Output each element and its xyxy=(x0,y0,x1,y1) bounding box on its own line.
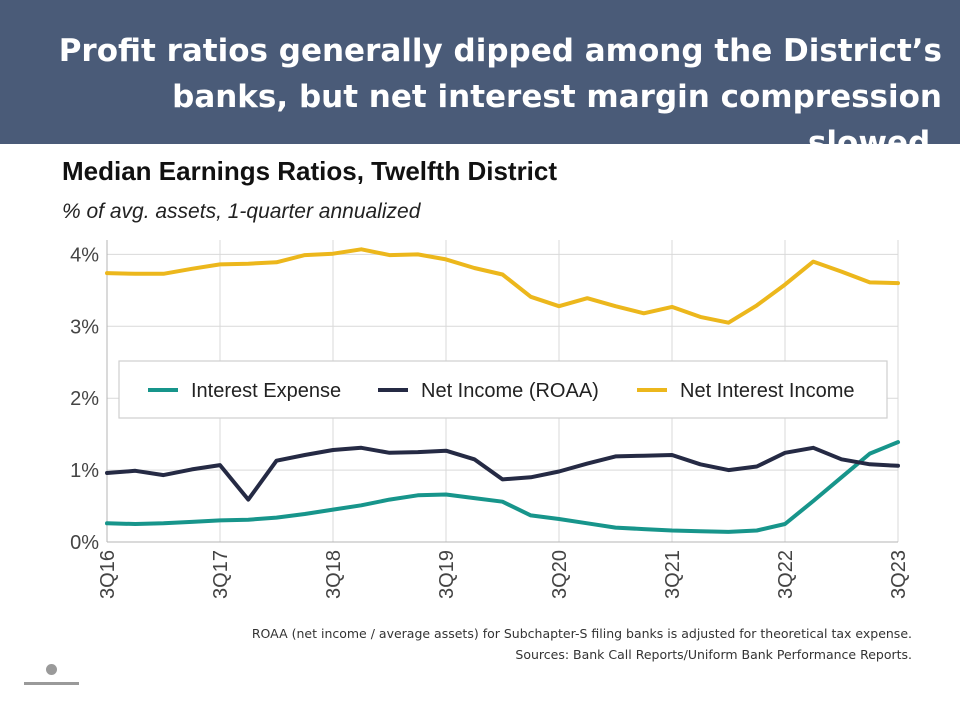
y-tick-label: 4% xyxy=(70,244,99,266)
series-line-interest-expense xyxy=(105,440,900,534)
x-tick-label: 3Q20 xyxy=(549,550,571,599)
y-tick-label: 2% xyxy=(70,388,99,410)
series-line-net-income-roaa xyxy=(105,445,900,502)
footnote-sources: Sources: Bank Call Reports/Uniform Bank … xyxy=(515,647,912,662)
marker-line xyxy=(24,682,79,685)
y-tick-label: 3% xyxy=(70,316,99,338)
x-tick-label: 3Q16 xyxy=(97,550,119,599)
footnote-roaa: ROAA (net income / average assets) for S… xyxy=(251,626,912,641)
chart-subtitle: % of avg. assets, 1-quarter annualized xyxy=(62,200,421,223)
legend-label: Net Income (ROAA) xyxy=(421,380,599,402)
x-tick-label: 3Q17 xyxy=(210,550,232,599)
y-tick-label: 0% xyxy=(70,532,99,554)
legend-box xyxy=(118,360,888,419)
chart-title: Median Earnings Ratios, Twelfth District xyxy=(62,156,558,186)
headline-banner: Profit ratios generally dipped among the… xyxy=(0,0,960,161)
legend-label: Interest Expense xyxy=(191,380,341,402)
legend-label: Net Interest Income xyxy=(680,380,855,402)
x-tick-label: 3Q18 xyxy=(323,550,345,599)
x-tick-label: 3Q21 xyxy=(662,550,684,599)
series-lines xyxy=(105,247,900,534)
marker-dot xyxy=(46,664,57,675)
legend: Interest Expense Net Income (ROAA) Net Int… xyxy=(118,360,888,419)
y-tick-label: 1% xyxy=(70,460,99,482)
series-line-net-interest-income xyxy=(105,247,900,325)
x-tick-label: 3Q22 xyxy=(775,550,797,599)
axes: 0% 1% 2% 3% 4% 3Q16 3Q17 3Q18 3Q19 3Q20 3Q21 3Q22 3Q… xyxy=(70,240,910,599)
slide-headline: Profit ratios generally dipped among the… xyxy=(58,33,942,161)
x-tick-label: 3Q23 xyxy=(888,550,910,599)
x-tick-label: 3Q19 xyxy=(436,550,458,599)
slide-marker-icon xyxy=(24,664,80,688)
